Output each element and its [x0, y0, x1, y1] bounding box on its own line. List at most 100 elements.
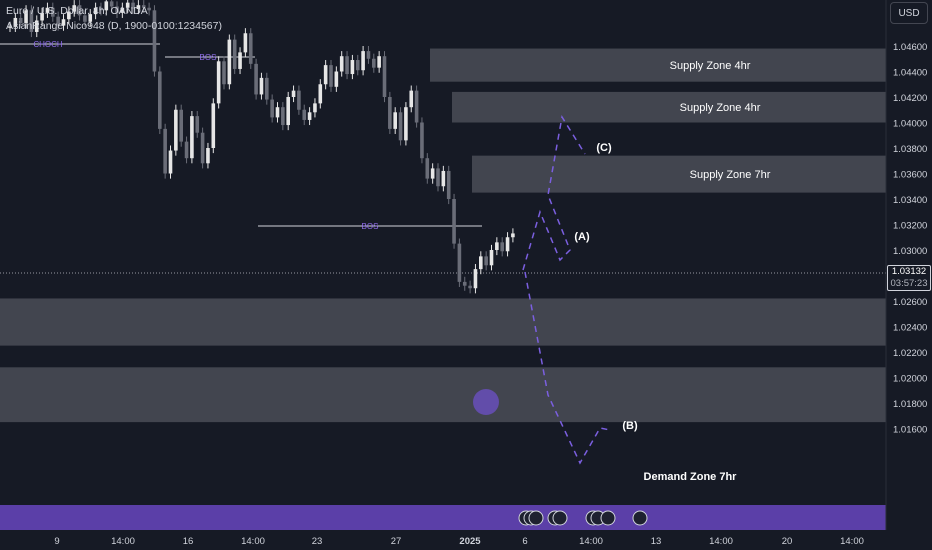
candle-body	[345, 56, 349, 75]
candle-body	[361, 51, 365, 71]
candle-body	[248, 33, 253, 64]
candle-body	[511, 233, 515, 238]
candle-body	[350, 60, 355, 75]
zone-label: Supply Zone 4hr	[670, 60, 751, 72]
event-icon	[552, 510, 568, 526]
zones-layer: Supply Zone 4hr Supply Zone 4hr Supply Zon…	[0, 48, 886, 483]
zone-label: Supply Zone 4hr	[680, 102, 761, 114]
candle-body	[190, 116, 194, 159]
projection-path	[522, 114, 586, 271]
candle-body	[307, 112, 312, 120]
candle-body	[355, 60, 360, 71]
time-tick-label: 14:00	[840, 536, 864, 547]
projection-path	[524, 271, 611, 465]
candle-body	[13, 17, 18, 27]
candle-body	[216, 61, 221, 104]
structure-layer: CHOCH BOS BOS	[0, 40, 886, 415]
price-tick-label: 1.02600	[893, 297, 927, 308]
candle-body	[51, 7, 55, 17]
candle-body	[67, 11, 71, 20]
candle-body	[99, 7, 103, 11]
candle-body	[72, 5, 76, 12]
price-tick-label: 1.02400	[893, 323, 927, 334]
bos-label: BOS	[200, 53, 217, 62]
candle-body	[500, 242, 504, 252]
zone-box	[0, 298, 886, 346]
candle-body	[259, 77, 264, 95]
legend-symbol[interactable]: Euro / U.S. Dollar, 4h, OANDA	[6, 5, 148, 17]
time-tick-label: 14:00	[709, 536, 733, 547]
candle-body	[286, 97, 290, 126]
candle-body	[468, 285, 472, 289]
candle-body	[489, 250, 494, 266]
candle-body	[93, 7, 98, 15]
candle-body	[275, 107, 280, 118]
candle-body	[174, 109, 178, 151]
price-tick-label: 1.02000	[893, 374, 927, 385]
candle-body	[313, 103, 317, 113]
time-tick-label: 14:00	[579, 536, 603, 547]
chart-legend: Euro / U.S. Dollar, 4h, OANDA AsianRange…	[6, 4, 222, 34]
projection-layer: (A) (B) (C)	[522, 114, 638, 465]
candle-body	[302, 109, 307, 120]
candle-body	[168, 150, 173, 174]
candle-body	[388, 97, 392, 129]
candle-body	[136, 5, 141, 10]
candle-body	[479, 256, 483, 270]
price-tick-label: 1.03200	[893, 221, 927, 232]
price-tick-label: 1.04000	[893, 119, 927, 130]
candle-body	[45, 7, 50, 13]
legend-indicator[interactable]: AsianRange Nico948 (D, 1900-0100:1234567…	[6, 20, 222, 32]
price-tick-label: 1.04400	[893, 68, 927, 79]
candle-body	[318, 84, 323, 104]
price-tick-label: 1.04600	[893, 42, 927, 53]
candle-body	[441, 170, 446, 187]
candle-body	[125, 2, 130, 8]
time-tick-label: 20	[782, 536, 793, 547]
time-tick-label: 23	[312, 536, 323, 547]
candle-body	[339, 56, 344, 72]
candle-body	[457, 243, 462, 282]
candles-layer	[8, 0, 515, 294]
candle-body	[414, 90, 419, 123]
candle-body	[120, 7, 125, 13]
event-icon	[600, 510, 616, 526]
candle-body	[238, 52, 242, 69]
candle-body	[18, 17, 23, 24]
candle-body	[505, 237, 510, 252]
price-tick-label: 1.02200	[893, 348, 927, 359]
candle-body	[115, 6, 119, 13]
candle-body	[195, 116, 200, 133]
candle-body	[104, 1, 109, 11]
zone-box	[430, 48, 886, 82]
bar-countdown: 03:57:23	[890, 278, 928, 289]
candle-body	[77, 5, 82, 16]
candle-body	[323, 65, 328, 85]
candle-body	[393, 112, 397, 129]
candle-body	[147, 7, 151, 11]
candle-body	[40, 12, 44, 21]
last-price-tag: 1.03132 03:57:23	[887, 265, 931, 291]
currency-button[interactable]: USD	[890, 2, 928, 24]
wave-label: (A)	[574, 231, 590, 243]
candle-body	[484, 256, 488, 266]
candle-body	[24, 10, 28, 24]
wave-label: (C)	[596, 142, 612, 154]
candle-body	[141, 5, 146, 8]
price-tick-label: 1.01600	[893, 425, 927, 436]
candle-body	[462, 281, 467, 286]
choch-label: CHOCH	[33, 40, 63, 49]
candle-body	[211, 103, 216, 148]
time-axis-bg	[0, 530, 932, 550]
time-tick-label: 13	[651, 536, 662, 547]
candle-body	[56, 16, 60, 26]
last-price: 1.03132	[891, 266, 927, 277]
candle-body	[473, 269, 478, 289]
candle-body	[265, 77, 269, 100]
candle-body	[270, 99, 274, 118]
candle-body	[179, 109, 183, 142]
candle-body	[409, 90, 414, 108]
time-tick-label: 14:00	[241, 536, 265, 547]
